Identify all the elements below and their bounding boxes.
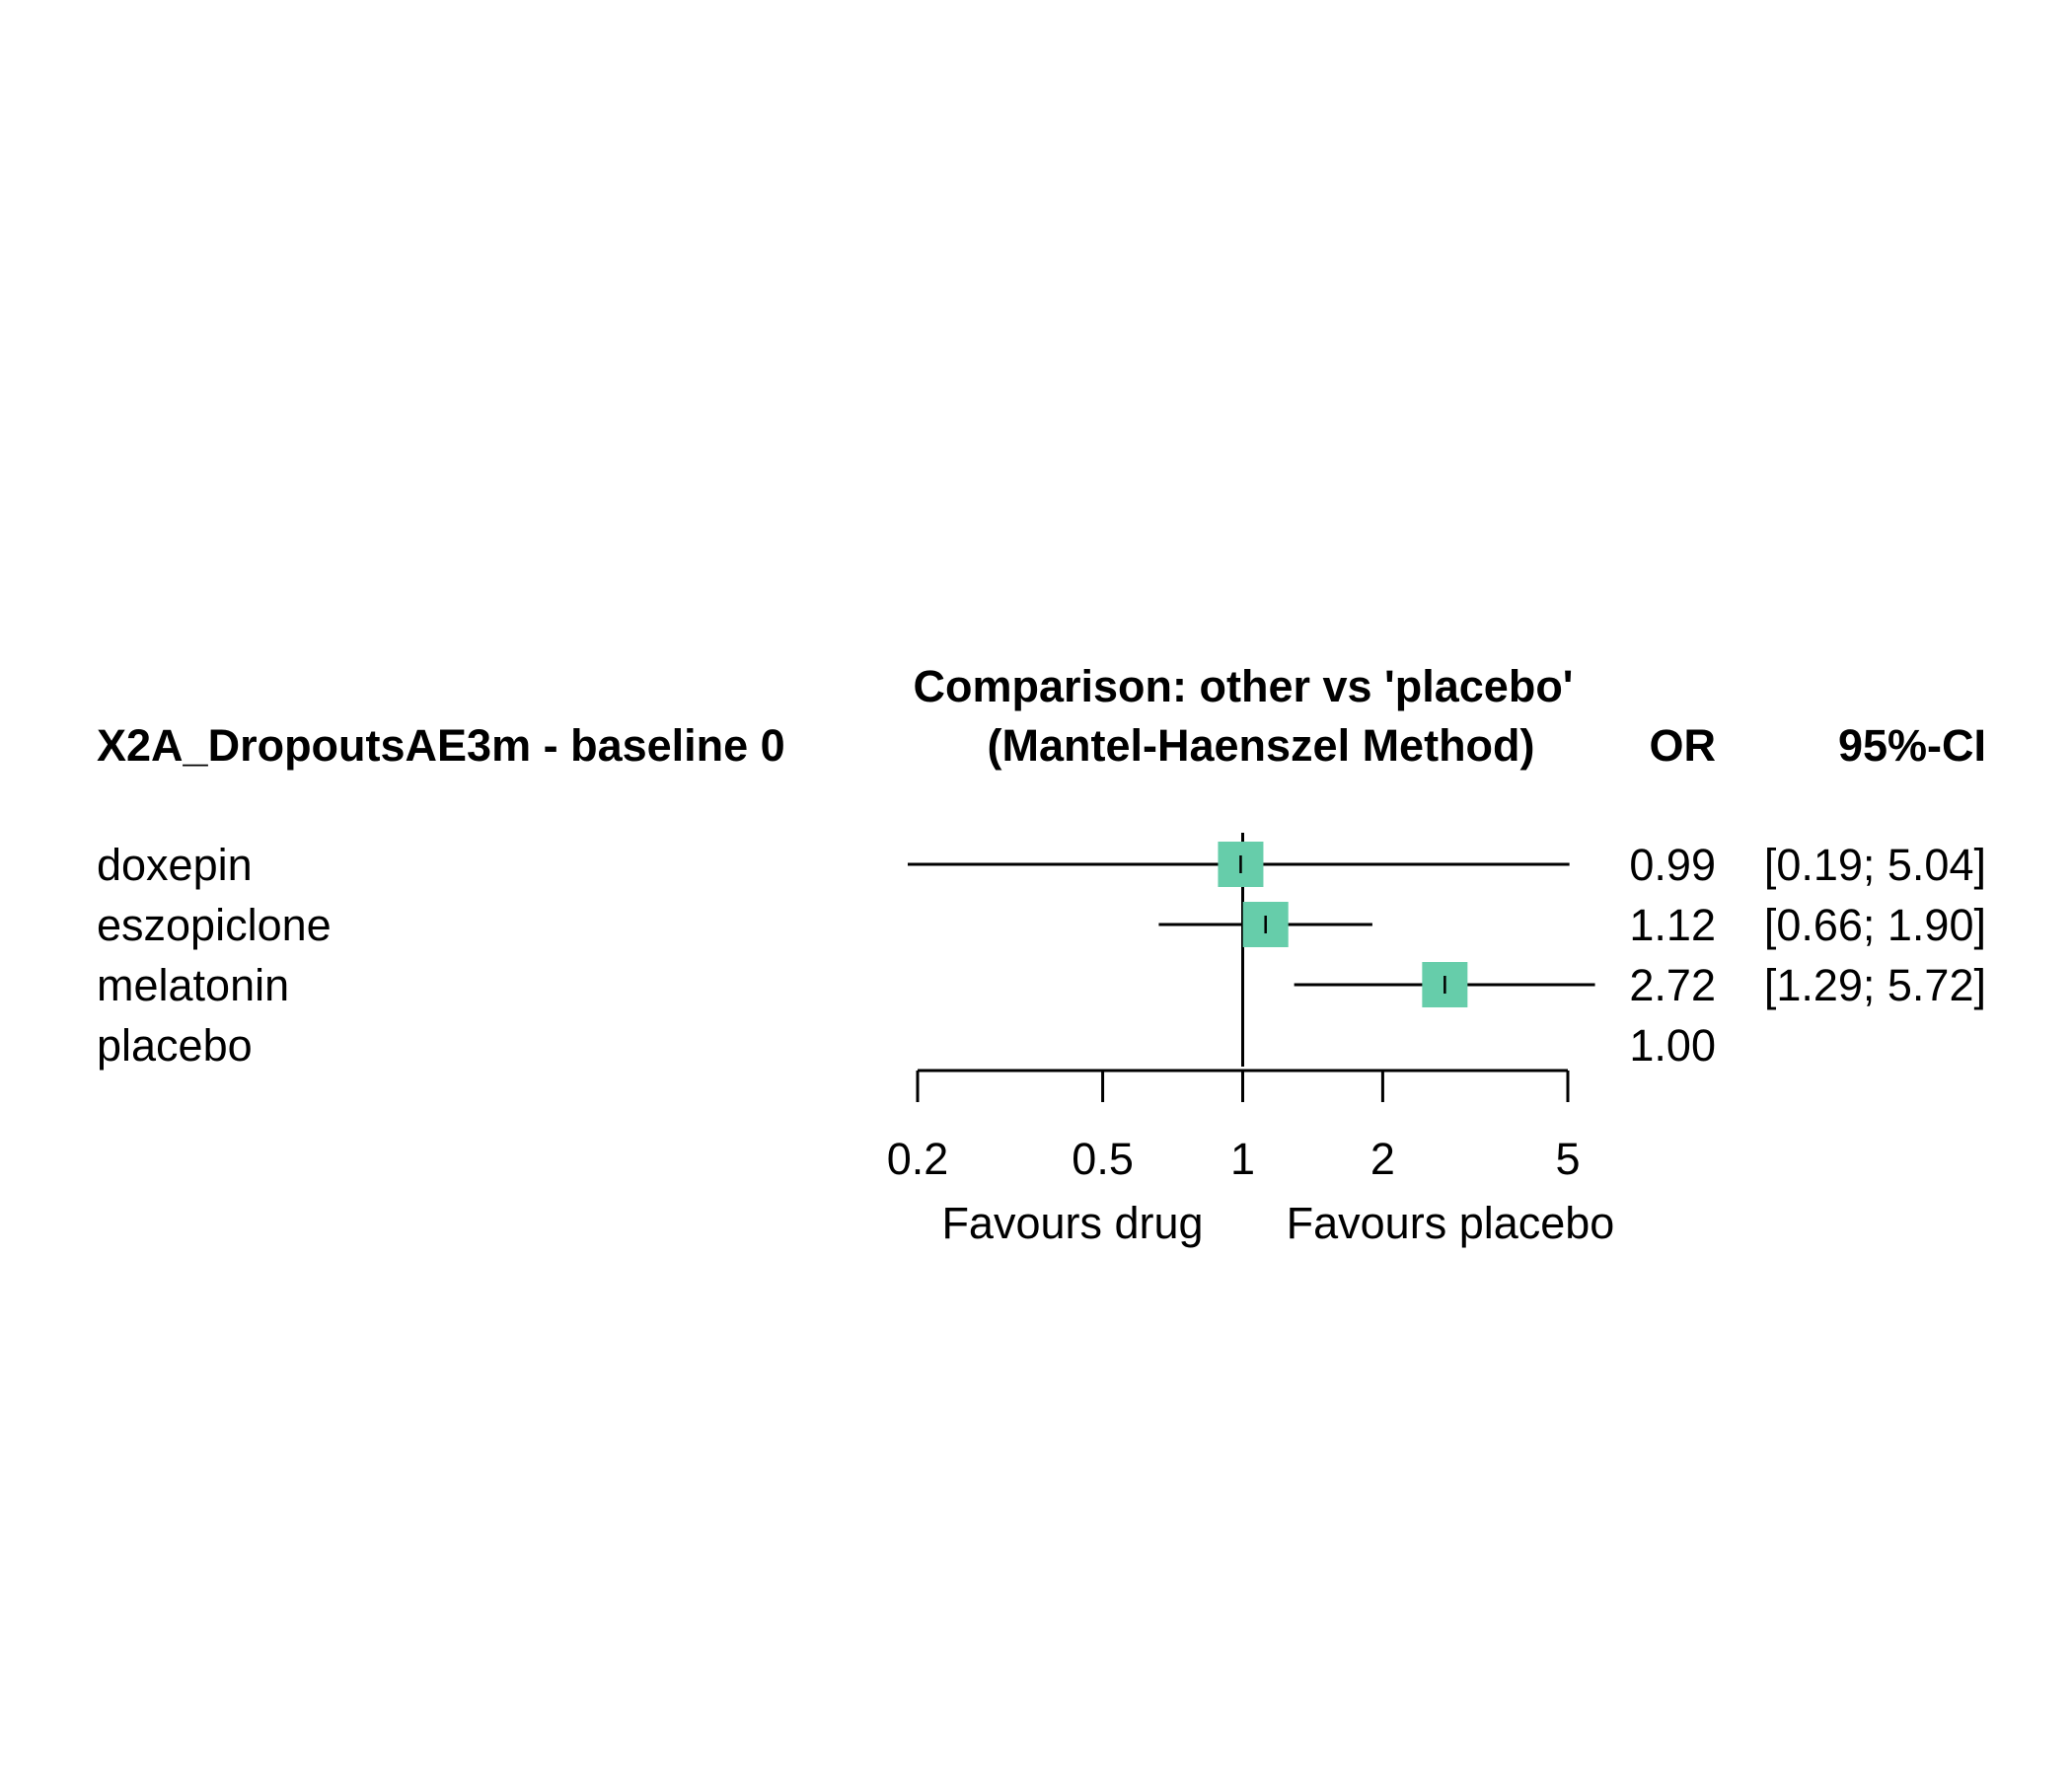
- row-label: melatonin: [97, 960, 289, 1010]
- chart-title: Comparison: other vs 'placebo': [913, 661, 1573, 711]
- row-or-value: 0.99: [1629, 840, 1716, 890]
- row-or-value: 2.72: [1629, 960, 1716, 1010]
- row-ci-value: [0.19; 5.04]: [1764, 840, 1986, 890]
- x-tick-label: 0.5: [1072, 1134, 1134, 1184]
- favours-left-label: Favours drug: [941, 1198, 1203, 1248]
- x-tick-label: 5: [1555, 1134, 1580, 1184]
- x-axis: 0.2 0.5 1 2 5: [887, 1069, 1581, 1184]
- row-or-value: 1.12: [1629, 900, 1716, 950]
- row-label: placebo: [97, 1020, 253, 1071]
- row-ci-value: [1.29; 5.72]: [1764, 960, 1986, 1010]
- forest-rows: doxepin 0.99 [0.19; 5.04] eszopiclone 1.12 [0…: [97, 833, 1986, 1071]
- ci-column-header: 95%-CI: [1838, 720, 1986, 771]
- x-tick-label: 0.2: [887, 1134, 949, 1184]
- x-tick-label: 1: [1230, 1134, 1255, 1184]
- favours-right-label: Favours placebo: [1287, 1198, 1615, 1248]
- row-label: eszopiclone: [97, 900, 332, 950]
- row-ci-value: [0.66; 1.90]: [1764, 900, 1986, 950]
- estimate-column-header: OR: [1650, 720, 1717, 771]
- chart-subtitle: (Mantel-Haenszel Method): [987, 720, 1534, 771]
- row-label: doxepin: [97, 840, 253, 890]
- left-column-header: X2A_DropoutsAE3m - baseline 0: [97, 720, 785, 771]
- x-tick-label: 2: [1370, 1134, 1395, 1184]
- row-or-value: 1.00: [1629, 1020, 1716, 1071]
